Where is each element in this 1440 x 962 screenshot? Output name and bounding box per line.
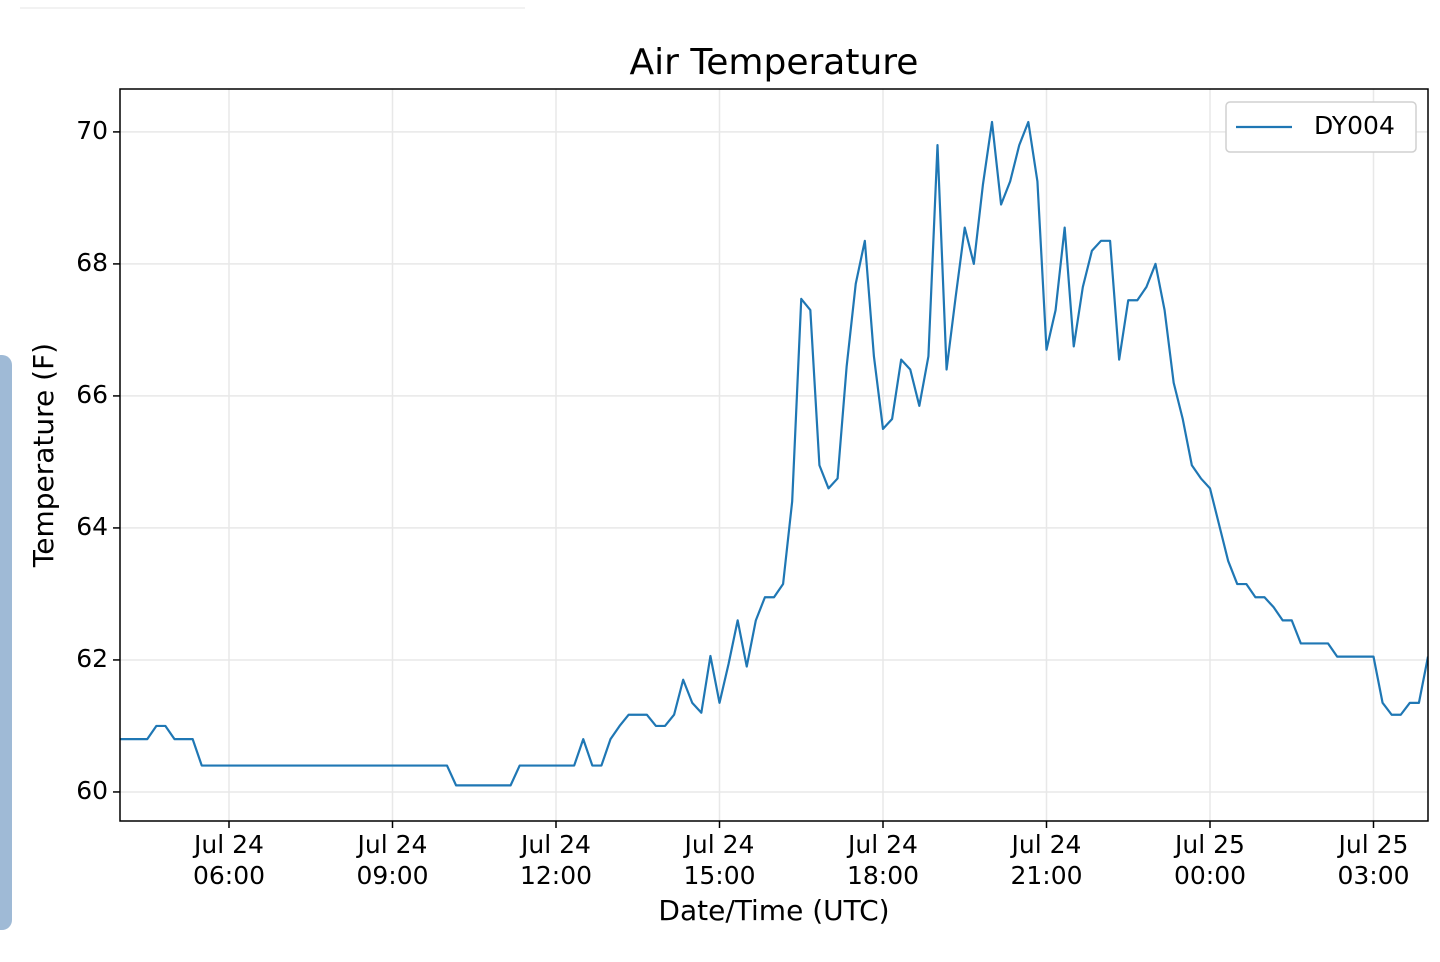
- data-line: [120, 120, 1428, 787]
- x-tick-label: Jul 24 06:00: [192, 830, 265, 890]
- chart-title: Air Temperature: [630, 42, 919, 83]
- legend-label: DY004: [1314, 111, 1395, 140]
- x-tick-label: Jul 24 15:00: [683, 830, 756, 890]
- legend-box: [1225, 101, 1417, 153]
- plot-frame: [119, 88, 1429, 822]
- y-tick-label: 68: [76, 248, 108, 277]
- side-panel: [0, 355, 12, 930]
- y-tick-label: 62: [76, 644, 108, 673]
- x-tick-label: Jul 24 09:00: [356, 830, 429, 890]
- x-tick-label: Jul 24 18:00: [846, 830, 919, 890]
- y-tick-label: 66: [76, 380, 108, 409]
- x-tick-label: Jul 24 12:00: [519, 830, 592, 890]
- x-tick-label: Jul 25 03:00: [1337, 830, 1410, 890]
- x-tick-label: Jul 25 00:00: [1173, 830, 1246, 890]
- y-tick-label: 64: [76, 512, 108, 541]
- x-axis-label: Date/Time (UTC): [658, 894, 889, 927]
- y-axis-label: Temperature (F): [27, 343, 60, 568]
- y-tick-label: 70: [76, 116, 108, 145]
- x-tick-label: Jul 24 21:00: [1010, 830, 1083, 890]
- y-tick-label: 60: [76, 776, 108, 805]
- legend: DY004: [1225, 101, 1417, 153]
